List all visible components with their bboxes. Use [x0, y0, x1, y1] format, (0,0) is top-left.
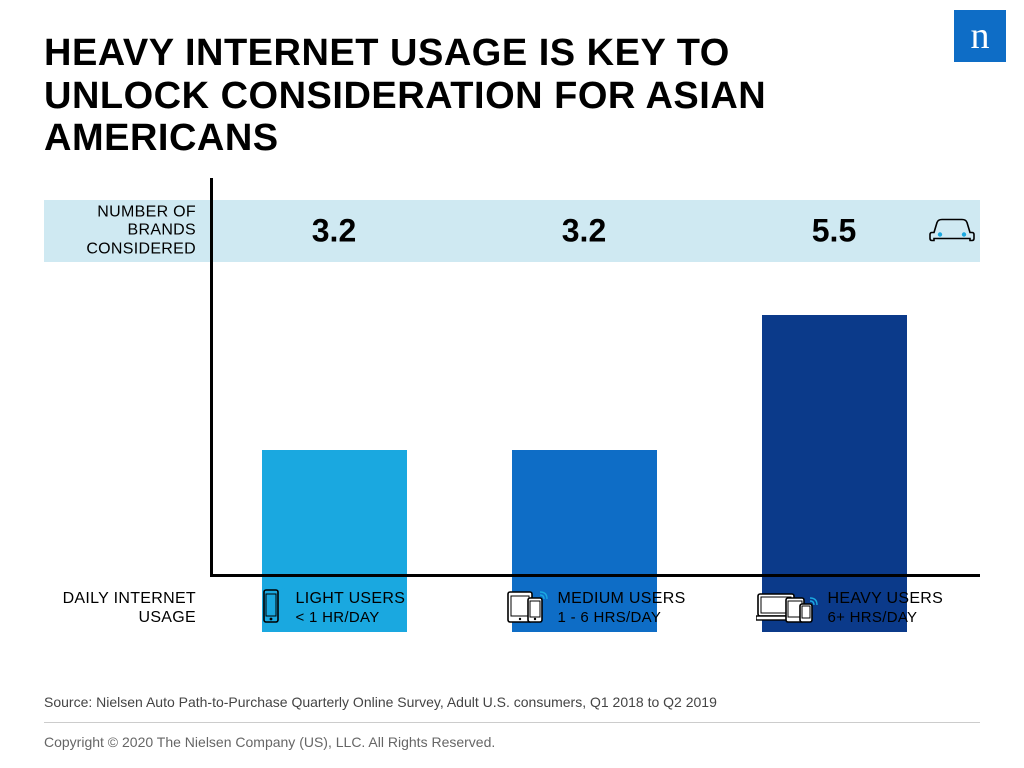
laptop-tablet-phone-icon: [756, 586, 818, 631]
bars-area: [44, 236, 980, 632]
brand-logo: n: [954, 10, 1006, 62]
footer-divider: [44, 722, 980, 723]
category-medium-label: MEDIUM USERS 1 - 6 HRS/DAY: [558, 589, 686, 626]
category-title: MEDIUM USERS: [558, 589, 686, 608]
source-text: Source: Nielsen Auto Path-to-Purchase Qu…: [44, 694, 717, 710]
page-title: HEAVY INTERNET USAGE IS KEY TO UNLOCK CO…: [44, 32, 904, 160]
category-sub: 1 - 6 HRS/DAY: [558, 609, 686, 627]
bar-chart: NUMBER OF BRANDSCONSIDERED 3.2 3.2 5.5 D…: [44, 178, 980, 632]
phone-icon: [256, 586, 286, 631]
category-heavy: HEAVY USERS 6+ HRS/DAY: [756, 586, 944, 631]
category-heavy-label: HEAVY USERS 6+ HRS/DAY: [828, 589, 944, 626]
category-sub: 6+ HRS/DAY: [828, 609, 944, 627]
category-sub: < 1 HR/DAY: [296, 609, 406, 627]
category-title: HEAVY USERS: [828, 589, 944, 608]
category-title: LIGHT USERS: [296, 589, 406, 608]
brand-logo-glyph: n: [971, 17, 990, 55]
category-light-label: LIGHT USERS < 1 HR/DAY: [296, 589, 406, 626]
category-light: LIGHT USERS < 1 HR/DAY: [256, 586, 406, 631]
copyright-text: Copyright © 2020 The Nielsen Company (US…: [44, 734, 495, 750]
tablet-phone-icon: [506, 586, 548, 631]
x-axis: [210, 574, 980, 577]
page-root: n HEAVY INTERNET USAGE IS KEY TO UNLOCK …: [0, 0, 1024, 768]
category-row: DAILY INTERNETUSAGE LIGHT USERS < 1 HR/D…: [44, 584, 980, 632]
y-axis: [210, 178, 213, 574]
x-axis-label: DAILY INTERNETUSAGE: [44, 589, 196, 627]
category-medium: MEDIUM USERS 1 - 6 HRS/DAY: [506, 586, 686, 631]
